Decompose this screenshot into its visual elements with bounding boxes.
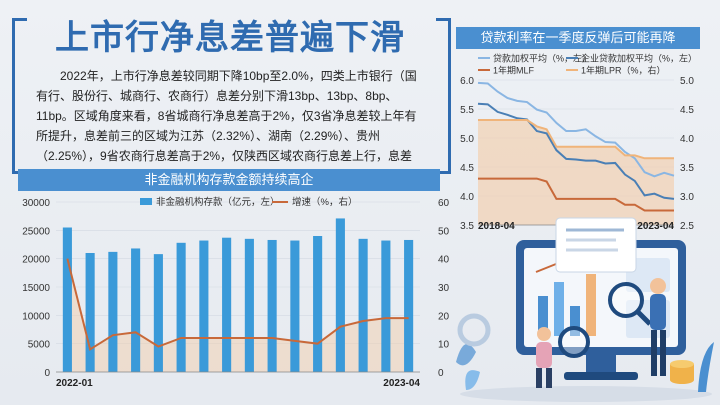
analytics-illustration	[456, 217, 714, 402]
left-bracket-decoration	[12, 18, 27, 174]
y-right-tick-label: 50	[438, 226, 450, 237]
person-leg	[651, 330, 657, 376]
coin-stack	[670, 364, 694, 380]
magnifier-icon	[558, 326, 590, 358]
deposit-bar	[62, 227, 72, 372]
deposit-chart: 0 5000 10000 15000 20000 25000 30000 0 10 20 30 40 5…	[22, 196, 450, 389]
y-left-tick-label: 30000	[22, 198, 50, 209]
deposit-bar	[267, 239, 277, 372]
y-right-tick-label: 20	[438, 311, 450, 322]
deposit-bar	[290, 240, 300, 372]
growth-line	[66, 258, 409, 351]
right-bracket-decoration	[436, 18, 451, 174]
screen-bar	[586, 274, 596, 336]
y-right-tick-label: 3.5	[680, 163, 694, 174]
y-left-tick-label: 5.5	[460, 105, 474, 116]
y-right-tick-label: 3.0	[680, 192, 694, 203]
screen-bar	[554, 282, 564, 336]
x-tick-label: 2022-01	[56, 378, 93, 389]
monitor-base	[564, 372, 638, 380]
legend-label: 1年期LPR（%，右）	[581, 65, 666, 76]
leaf-decoration	[465, 370, 480, 390]
y-left-tick-label: 20000	[22, 255, 50, 266]
series-line-0	[477, 81, 675, 178]
body-paragraph: 2022年，上市行净息差较同期下降10bp至2.0%，四类上市银行（国有行、股份…	[36, 69, 417, 183]
leaf-decoration	[456, 344, 476, 366]
deposit-bar	[358, 238, 368, 372]
deposit-bar	[244, 238, 254, 372]
y-right-tick-label: 10	[438, 340, 450, 351]
screen-bar	[538, 296, 548, 336]
deposit-bar	[131, 248, 141, 372]
deposit-bar	[199, 240, 209, 372]
illustration-ground-shadow	[460, 386, 712, 402]
deposit-bar	[381, 240, 391, 372]
headline: 上市行净息差普遍下滑	[55, 19, 405, 57]
deposit-chart-title: 非金融机构存款金额持续高企	[18, 169, 440, 191]
person-leg	[546, 368, 552, 388]
y-right-tick-label: 5.0	[680, 76, 694, 87]
legend-label: 非金融机构存款（亿元，左）	[156, 196, 280, 208]
person-body	[536, 342, 552, 368]
person-head	[650, 278, 666, 294]
deposit-bar	[108, 251, 118, 372]
x-tick-label: 2018-04	[478, 221, 515, 232]
y-left-tick-label: 5.0	[460, 134, 474, 145]
deposit-bar	[335, 218, 345, 372]
series-line-3	[478, 119, 674, 160]
legend-swatch	[140, 198, 152, 205]
x-tick-label: 2023-04	[383, 378, 420, 389]
series-line-1	[477, 102, 675, 200]
legend-label: 贷款加权平均（%，左）	[493, 53, 591, 64]
magnifier-icon	[608, 282, 644, 318]
lpr-area	[478, 120, 674, 225]
y-right-tick-label: 30	[438, 283, 450, 294]
y-right-tick-label: 2.5	[680, 221, 694, 232]
screen-bar	[570, 306, 580, 336]
y-left-tick-label: 15000	[22, 283, 50, 294]
y-left-tick-label: 6.0	[460, 76, 474, 87]
person-leg	[660, 330, 666, 376]
legend-label: 1年期MLF	[493, 65, 535, 76]
deposit-bar	[222, 237, 232, 372]
person-head	[537, 327, 551, 341]
rate-chart: 3.5 4.0 4.5 5.0 5.5 6.0 2.5 3.0 3.5 4.0 4.5 5.0 2018…	[460, 53, 697, 233]
x-tick-label: 2023-04	[637, 221, 674, 232]
y-left-tick-label: 4.0	[460, 192, 474, 203]
document-card	[555, 217, 637, 273]
gear-icon	[457, 313, 491, 347]
y-left-tick-label: 0	[44, 368, 50, 379]
y-left-tick-label: 10000	[22, 311, 50, 322]
y-left-tick-label: 3.5	[460, 221, 474, 232]
legend-label: 企业贷款加权平均（%，左）	[581, 53, 697, 64]
y-left-tick-label: 25000	[22, 226, 50, 237]
y-right-tick-label: 40	[438, 255, 450, 266]
y-right-tick-label: 60	[438, 198, 450, 209]
deposit-bar	[85, 253, 95, 372]
plant-decoration	[698, 342, 714, 392]
coin-stack	[670, 360, 694, 368]
y-right-tick-label: 0	[438, 368, 444, 379]
legend-label: 增速（%，右）	[292, 196, 357, 208]
deposit-bar	[313, 236, 323, 372]
y-left-tick-label: 4.5	[460, 163, 474, 174]
y-right-tick-label: 4.0	[680, 134, 694, 145]
deposit-bar	[176, 242, 186, 372]
rate-chart-title: 贷款利率在一季度反弹后可能再降	[456, 27, 700, 49]
monitor-stand	[586, 355, 616, 373]
person-body	[650, 294, 666, 330]
series-line-2	[478, 177, 674, 212]
deposit-bar	[153, 254, 163, 372]
magnifier-handle	[636, 310, 652, 326]
person-leg	[536, 368, 542, 388]
y-right-tick-label: 4.5	[680, 105, 694, 116]
deposit-bar	[404, 239, 414, 372]
y-left-tick-label: 5000	[28, 340, 51, 351]
